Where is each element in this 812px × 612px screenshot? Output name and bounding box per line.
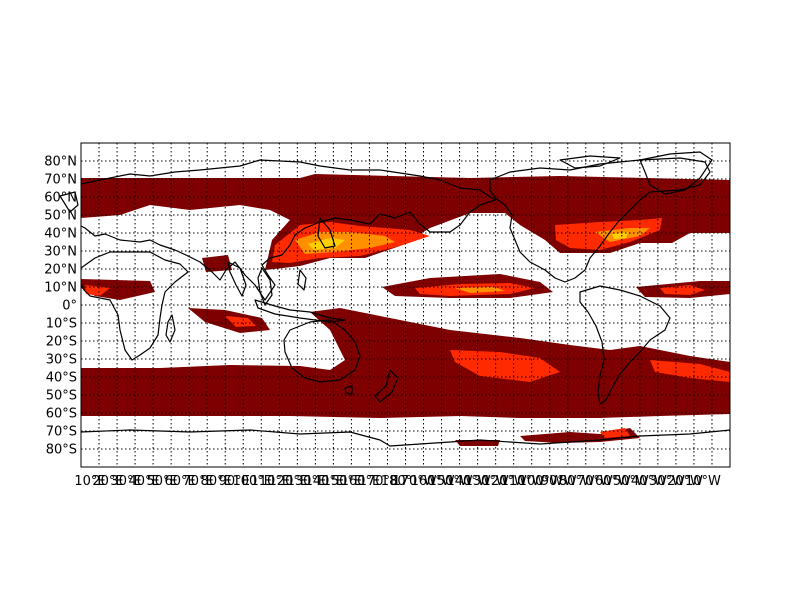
lat-tick-label: 20°S — [46, 335, 77, 350]
band-ind-trop-mid — [225, 316, 256, 327]
lon-tick-label: 90°W — [541, 474, 577, 489]
coastline-north-america — [489, 157, 711, 283]
coastline-africa — [80, 251, 189, 361]
lon-tick-label: 40°W — [631, 474, 667, 489]
lon-tick-label: 140°E — [305, 474, 345, 489]
lon-tick-label: 120°E — [269, 474, 309, 489]
lat-tick-label: 80°N — [44, 155, 77, 170]
lon-tick-label: 130°W — [465, 474, 509, 489]
lon-tick-label: 60°E — [165, 474, 196, 489]
lat-tick-label: 30°N — [44, 245, 77, 260]
coastline-australia — [283, 319, 361, 383]
band-arabia-low — [202, 255, 232, 272]
lat-tick-label: 70°N — [44, 173, 77, 188]
lon-tick-label: 90°E — [219, 474, 250, 489]
coastline-south-america — [579, 285, 671, 405]
lat-tick-label: 10°N — [44, 281, 77, 296]
lat-tick-label: 0° — [62, 299, 77, 314]
lon-tick-label: 80°W — [559, 474, 595, 489]
lon-tick-label: 160°W — [410, 474, 454, 489]
lon-tick-label: 40°E — [128, 474, 159, 489]
band-ind-ocean-low — [188, 308, 270, 333]
coastline-madagascar — [165, 314, 176, 343]
lon-tick-label: 120°W — [483, 474, 527, 489]
lon-tick-label: 70°W — [577, 474, 613, 489]
coastline-philippines — [297, 269, 307, 291]
map-frame — [80, 142, 731, 468]
graticule — [81, 143, 730, 467]
lon-tick-label: 130°E — [287, 474, 327, 489]
band-gulfstream-peak — [612, 232, 628, 239]
lon-tick-label: 170°W — [392, 474, 436, 489]
lon-axis-labels: 10°E20°E30°E40°E50°E60°E70°E80°E90°E100°… — [74, 474, 721, 489]
lon-tick-label: 150°W — [428, 474, 472, 489]
lon-tick-label: 170°E — [359, 474, 399, 489]
coastline-uk — [59, 191, 79, 213]
lon-tick-label: 110°E — [251, 474, 291, 489]
coastlines — [59, 151, 731, 447]
band-africa-mid — [85, 285, 110, 296]
lon-tick-label: 50°W — [613, 474, 649, 489]
lat-tick-label: 50°N — [44, 209, 77, 224]
lon-tick-label: 100°E — [232, 474, 272, 489]
lon-tick-label: 110°W — [501, 474, 545, 489]
coastline-eurasia — [80, 159, 496, 301]
lon-tick-label: 10°W — [685, 474, 721, 489]
coastline-tasmania — [344, 385, 353, 395]
lon-tick-label: 80°E — [201, 474, 232, 489]
band-kuroshio-peak — [308, 238, 345, 250]
lon-tick-label: 160°E — [341, 474, 381, 489]
band-spac-mid — [450, 350, 560, 382]
lat-tick-label: 30°S — [46, 353, 77, 368]
lat-tick-label: 40°S — [46, 371, 77, 386]
coastline-india — [227, 261, 247, 297]
coastline-greenland — [639, 151, 713, 195]
lat-tick-label: 40°N — [44, 227, 77, 242]
lon-tick-label: 180° — [381, 474, 412, 489]
lat-tick-label: 80°S — [46, 443, 77, 458]
lon-tick-label: 20°W — [667, 474, 703, 489]
lon-tick-label: 20°E — [92, 474, 123, 489]
lat-axis-labels: 80°N 70°N 60°N 50°N 40°N 30°N 20°N 10°N 0° 10°S 20… — [44, 155, 77, 458]
lon-tick-label: 150°E — [323, 474, 363, 489]
lat-tick-label: 70°S — [46, 425, 77, 440]
coastline-arctic-islands — [559, 155, 621, 169]
lat-tick-label: 50°S — [46, 389, 77, 404]
lat-tick-label: 60°N — [44, 191, 77, 206]
lon-tick-label: 60°W — [595, 474, 631, 489]
lat-tick-label: 20°N — [44, 263, 77, 278]
lon-tick-label: 10°E — [74, 474, 105, 489]
lon-tick-label: 50°E — [146, 474, 177, 489]
lon-tick-label: 100°W — [519, 474, 563, 489]
coastline-indonesia — [254, 299, 346, 323]
lon-tick-label: 140°W — [446, 474, 490, 489]
lon-tick-label: 30°W — [649, 474, 685, 489]
band-npac-trop-high — [455, 287, 505, 293]
lat-tick-label: 60°S — [46, 407, 77, 422]
lon-tick-label: 30°E — [110, 474, 141, 489]
coastline-new-zealand — [374, 369, 399, 403]
lat-tick-label: 10°S — [46, 317, 77, 332]
field-level-peak — [308, 232, 628, 250]
lon-tick-label: 70°E — [183, 474, 214, 489]
